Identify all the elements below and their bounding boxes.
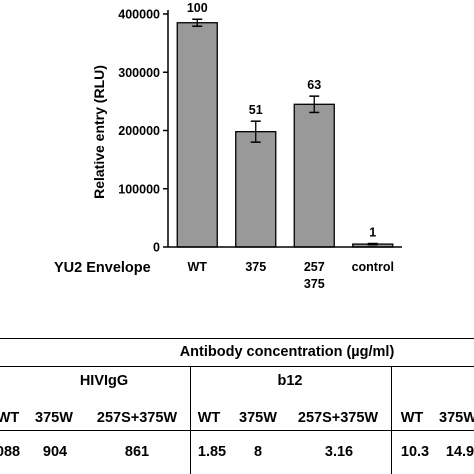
- group-label-b12: b12: [277, 373, 303, 389]
- value-cell: 1.85: [197, 444, 227, 460]
- x-tick-label-2: 375: [304, 277, 325, 291]
- x-axis-title: YU2 Envelope: [54, 260, 151, 276]
- subheader-375w-1: 375W: [35, 410, 73, 426]
- x-tick-label-0: WT: [188, 260, 208, 274]
- table-header-rule: [0, 366, 474, 367]
- y-tick-label: 0: [153, 241, 160, 255]
- bar-1: [235, 131, 277, 248]
- bars: 100 51 63 1: [176, 1, 394, 248]
- x-tick-label-3: control: [352, 260, 394, 274]
- y-axis-title: Relative entry (RLU): [91, 65, 107, 199]
- subheader-257s375w-1: 257S+375W: [96, 410, 178, 426]
- group-divider-1: [190, 366, 191, 474]
- table-title: Antibody concentration (µg/ml): [179, 344, 395, 360]
- group-label-hivigg: HIVIgG: [79, 373, 129, 389]
- subheader-wt-1: WT: [0, 410, 20, 426]
- antibody-table: Antibody concentration (µg/ml) HIVIgG b1…: [0, 338, 474, 474]
- value-cell: 088: [0, 444, 21, 460]
- y-axis: 0 100000 200000 300000 400000: [118, 8, 169, 255]
- bar-0: [176, 22, 218, 248]
- x-tick-label-1: 375: [245, 260, 266, 274]
- value-cell: 904: [42, 444, 68, 460]
- y-tick-label: 200000: [118, 124, 160, 138]
- data-label-3: 1: [369, 226, 376, 240]
- bar-chart: 0 100000 200000 300000 400000 100 51 63 1 WT 375…: [54, 1, 402, 291]
- bar-2: [293, 103, 335, 248]
- group-divider-2: [391, 366, 392, 474]
- y-tick-label: 100000: [118, 182, 160, 196]
- table-subheader-rule: [0, 430, 474, 431]
- data-label-2: 63: [307, 78, 321, 92]
- value-cell: 8: [253, 444, 263, 460]
- y-tick-label: 400000: [118, 8, 160, 22]
- value-cell: 861: [124, 444, 150, 460]
- y-tick-label: 300000: [118, 66, 160, 80]
- value-cell: 10.3: [400, 444, 430, 460]
- subheader-375w-3: 375W: [439, 410, 474, 426]
- data-label-1: 51: [249, 103, 263, 117]
- value-cell: 3.16: [324, 444, 354, 460]
- x-axis: WT 375 257 375 control: [168, 246, 402, 291]
- subheader-375w-2: 375W: [239, 410, 277, 426]
- table-top-rule: [0, 338, 474, 339]
- subheader-257s375w-2: 257S+375W: [297, 410, 379, 426]
- x-tick-label-2: 257: [304, 260, 325, 274]
- value-cell: 14.9: [445, 444, 474, 460]
- subheader-wt-2: WT: [197, 410, 221, 426]
- data-label-0: 100: [187, 1, 208, 15]
- subheader-wt-3: WT: [400, 410, 424, 426]
